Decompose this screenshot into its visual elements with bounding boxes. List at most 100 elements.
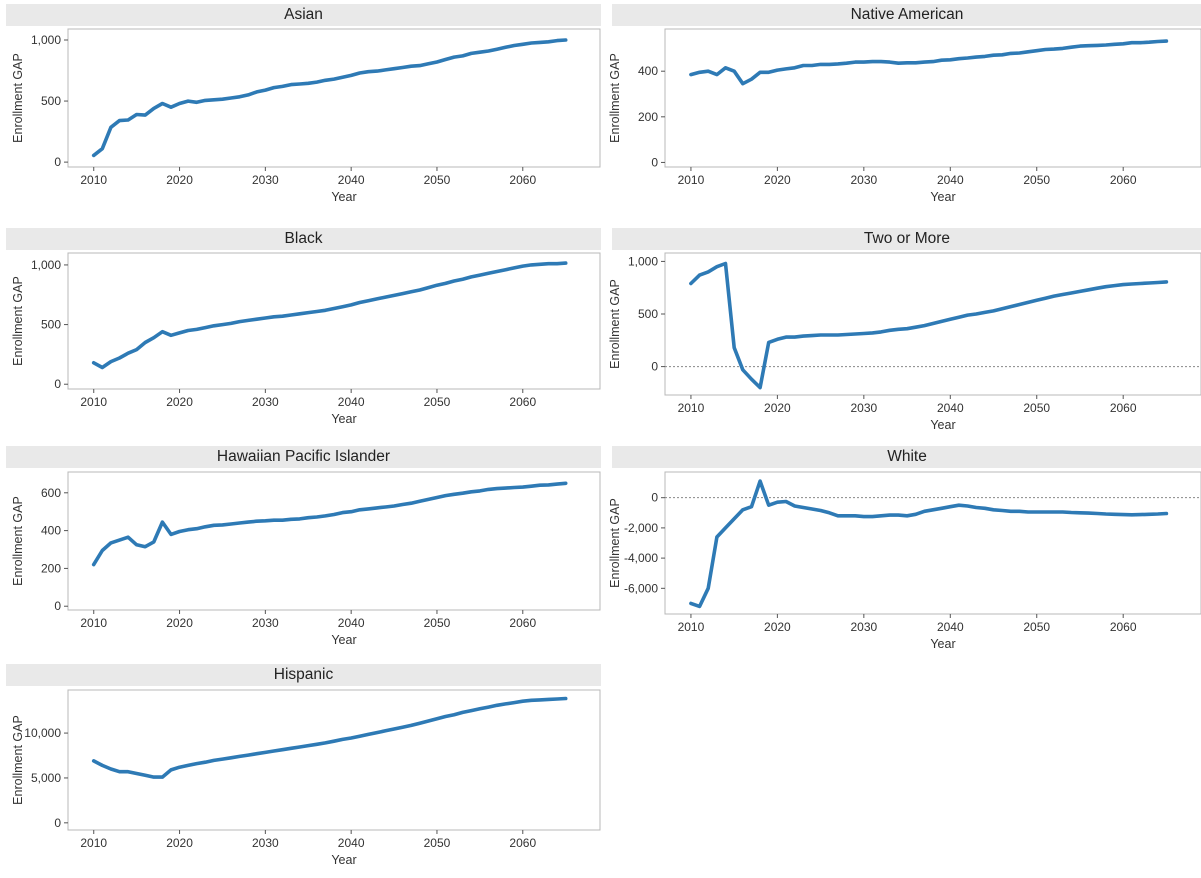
plot-frame xyxy=(67,252,601,390)
x-tick-label: 2020 xyxy=(166,616,193,630)
x-tick-label: 2020 xyxy=(764,620,791,634)
plot-frame xyxy=(664,28,1201,168)
x-tick-label: 2030 xyxy=(252,395,279,409)
y-tick-label: 400 xyxy=(41,524,61,538)
x-tick-label: 2040 xyxy=(937,173,964,187)
y-tick-label: 0 xyxy=(54,377,61,391)
x-tick-label: 2050 xyxy=(1023,401,1050,415)
y-tick-label: -2,000 xyxy=(624,521,658,535)
x-axis-title: Year xyxy=(331,190,356,204)
x-axis-title: Year xyxy=(331,633,356,647)
x-tick-label: 2040 xyxy=(338,616,365,630)
chart-panel: Hawaiian Pacific Islander 0 200 400 600 2010 2… xyxy=(6,446,601,658)
x-tick-label: 2050 xyxy=(1023,620,1050,634)
x-tick-label: 2020 xyxy=(166,836,193,850)
x-tick-label: 2010 xyxy=(80,173,107,187)
y-tick-label: 10,000 xyxy=(24,726,61,740)
line-chart: 0 5,000 10,000 2010 2020 2030 2040 2050 2060 Year… xyxy=(11,689,601,867)
y-axis-title: Enrollment GAP xyxy=(11,496,25,586)
y-tick-label: 5,000 xyxy=(31,771,61,785)
panel-title-text: Hawaiian Pacific Islander xyxy=(216,448,391,465)
panel-title: Hawaiian Pacific Islander xyxy=(6,446,601,468)
x-axis-title: Year xyxy=(331,412,356,426)
x-tick-label: 2060 xyxy=(509,836,536,850)
panel-title: Black xyxy=(6,228,601,250)
chart-panel: Asian 0 500 1,000 2010 2020 2030 2040 2050 2060 Ye… xyxy=(6,4,601,215)
series-line xyxy=(91,38,568,158)
x-tick-label: 2020 xyxy=(166,173,193,187)
y-tick-label: 500 xyxy=(638,307,658,321)
panel-title: White xyxy=(612,446,1201,468)
y-tick-label: 0 xyxy=(54,155,61,169)
x-axis-title: Year xyxy=(930,418,955,432)
series-line xyxy=(91,261,568,370)
panel-title-text: White xyxy=(887,448,927,465)
panel-title-text: Black xyxy=(284,230,323,247)
x-tick-label: 2050 xyxy=(1023,173,1050,187)
series-line xyxy=(689,479,1169,609)
x-tick-label: 2040 xyxy=(937,401,964,415)
y-tick-label: 0 xyxy=(54,599,61,613)
x-tick-label: 2010 xyxy=(80,616,107,630)
x-tick-label: 2010 xyxy=(80,395,107,409)
line-chart: 0 200 400 2010 2020 2030 2040 2050 2060 Year Enrol… xyxy=(608,28,1201,204)
x-tick-label: 2040 xyxy=(338,395,365,409)
y-axis-title: Enrollment GAP xyxy=(608,53,622,143)
chart-panel: Hispanic 0 5,000 10,000 2010 2020 2030 2040 2050… xyxy=(6,664,601,878)
y-axis-title: Enrollment GAP xyxy=(11,276,25,366)
x-tick-label: 2030 xyxy=(252,836,279,850)
y-tick-label: -6,000 xyxy=(624,581,658,595)
chart-panel: White -6,000 -4,000 -2,000 0 2010 2020 2030 2040… xyxy=(608,446,1201,662)
x-tick-label: 2020 xyxy=(764,173,791,187)
panel-title: Native American xyxy=(612,4,1201,26)
y-tick-label: 1,000 xyxy=(31,258,61,272)
x-axis-title: Year xyxy=(331,853,356,867)
panel-title-text: Two or More xyxy=(863,230,951,247)
y-tick-label: 500 xyxy=(41,318,61,332)
x-tick-label: 2030 xyxy=(252,616,279,630)
series-line xyxy=(91,481,568,567)
y-tick-label: 0 xyxy=(651,491,658,505)
x-tick-label: 2040 xyxy=(338,836,365,850)
x-tick-label: 2010 xyxy=(678,620,705,634)
y-tick-label: -4,000 xyxy=(624,551,658,565)
x-tick-label: 2010 xyxy=(678,173,705,187)
chart-panel: Black 0 500 1,000 2010 2020 2030 2040 2050 2060 Ye… xyxy=(6,228,601,437)
series-line xyxy=(91,696,568,779)
panel-title: Two or More xyxy=(612,228,1201,250)
x-tick-label: 2040 xyxy=(937,620,964,634)
line-chart: 0 500 1,000 2010 2020 2030 2040 2050 2060 Year Enr… xyxy=(11,28,601,204)
y-tick-label: 600 xyxy=(41,486,61,500)
plot-frame xyxy=(67,28,601,168)
x-tick-label: 2030 xyxy=(850,620,877,634)
x-tick-label: 2040 xyxy=(338,173,365,187)
y-axis-title: Enrollment GAP xyxy=(11,53,25,143)
x-axis-title: Year xyxy=(930,190,955,204)
plot-frame xyxy=(664,471,1201,615)
line-chart: 0 500 1,000 2010 2020 2030 2040 2050 2060 Year Enr… xyxy=(11,252,601,426)
panel-title-text: Hispanic xyxy=(273,666,334,683)
plot-frame xyxy=(67,471,601,611)
x-tick-label: 2020 xyxy=(764,401,791,415)
line-chart: -6,000 -4,000 -2,000 0 2010 2020 2030 2040 2050 2… xyxy=(608,471,1201,651)
plot-frame xyxy=(67,689,601,831)
y-tick-label: 200 xyxy=(638,110,658,124)
x-axis-title: Year xyxy=(930,637,955,651)
y-tick-label: 400 xyxy=(638,64,658,78)
y-tick-label: 500 xyxy=(41,94,61,108)
x-tick-label: 2010 xyxy=(80,836,107,850)
x-tick-label: 2010 xyxy=(678,401,705,415)
y-tick-label: 200 xyxy=(41,561,61,575)
y-axis-title: Enrollment GAP xyxy=(608,279,622,369)
x-tick-label: 2050 xyxy=(424,173,451,187)
series-line xyxy=(689,39,1169,86)
x-tick-label: 2060 xyxy=(509,616,536,630)
x-tick-label: 2030 xyxy=(850,173,877,187)
y-tick-label: 0 xyxy=(651,155,658,169)
panel-title: Hispanic xyxy=(6,664,601,686)
y-axis-title: Enrollment GAP xyxy=(608,498,622,588)
x-tick-label: 2020 xyxy=(166,395,193,409)
x-tick-label: 2030 xyxy=(850,401,877,415)
x-tick-label: 2060 xyxy=(1110,401,1137,415)
x-tick-label: 2060 xyxy=(1110,173,1137,187)
